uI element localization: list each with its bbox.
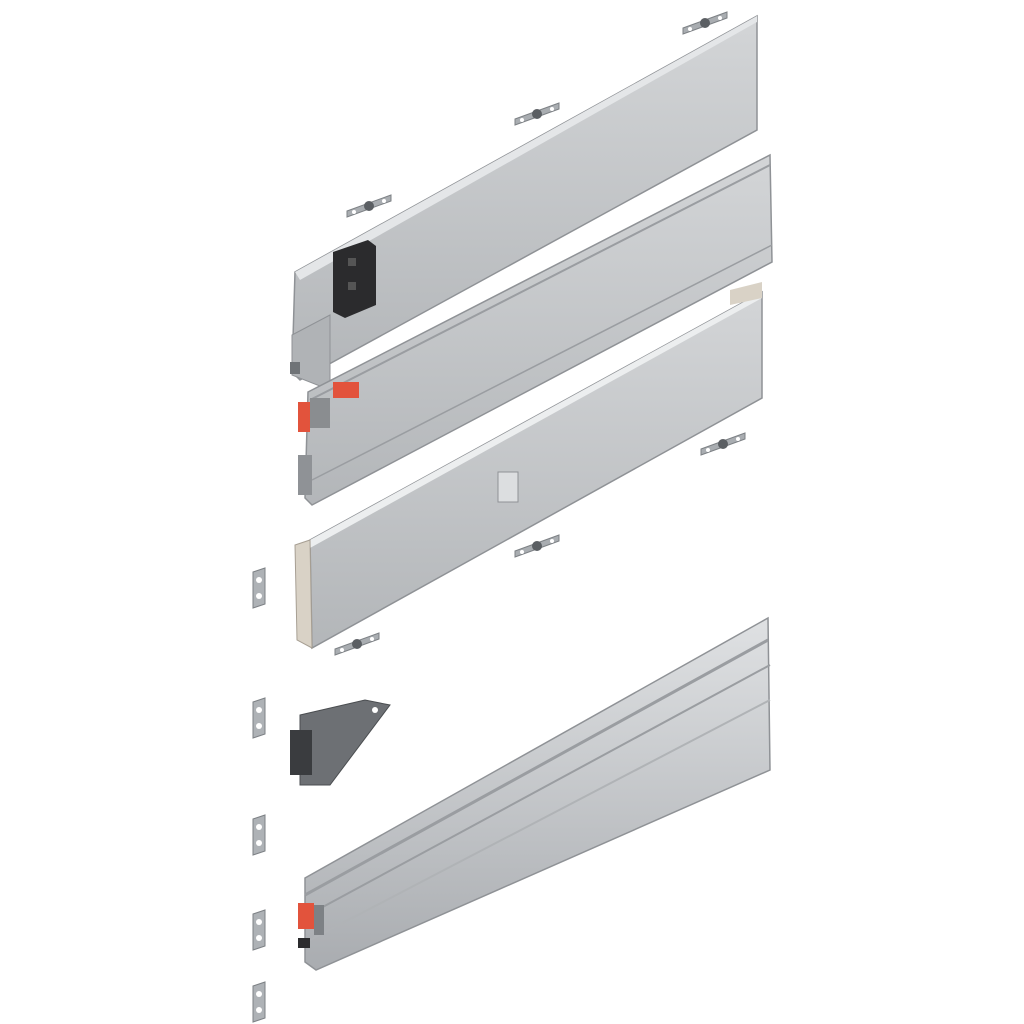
side-panel-bottom [294, 282, 763, 650]
side-panel-middle [298, 153, 773, 506]
rear-bracket [290, 699, 391, 786]
mounting-clip [346, 194, 392, 218]
drawer-runner [304, 616, 771, 971]
fixing-bracket [252, 909, 266, 951]
fixing-bracket [252, 814, 266, 856]
mounting-clip [514, 102, 560, 126]
red-coupling-bottom [298, 903, 324, 948]
fixing-bracket [252, 697, 266, 739]
red-coupling-top [298, 382, 359, 432]
fixing-bracket [252, 981, 266, 1023]
fixing-bracket [252, 567, 266, 609]
mounting-clip [514, 534, 560, 558]
mounting-clip [682, 11, 728, 35]
mounting-clip [700, 432, 746, 456]
locking-device [333, 240, 376, 318]
mounting-clip [334, 632, 380, 656]
